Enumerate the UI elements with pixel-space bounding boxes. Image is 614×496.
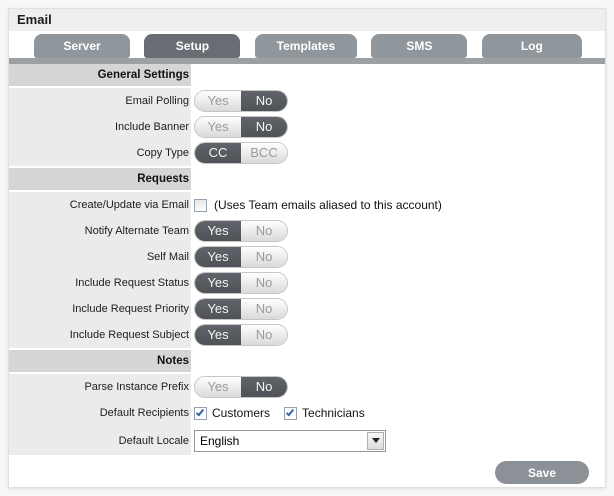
row-self-mail: Self Mail Yes No (9, 244, 605, 270)
toggle-no-button[interactable]: No (241, 299, 287, 319)
default-locale-select[interactable]: English (194, 429, 386, 452)
select-value: English (200, 433, 240, 448)
copy-type-toggle: CC BCC (194, 142, 288, 164)
section-general-settings: General Settings (9, 64, 605, 86)
toggle-yes-button[interactable]: Yes (195, 117, 241, 137)
toggle-no-button[interactable]: No (241, 273, 287, 293)
field-label: Notify Alternate Team (84, 225, 189, 237)
tab-setup[interactable]: Setup (144, 34, 241, 58)
check-icon (285, 407, 295, 416)
check-icon (195, 407, 205, 416)
technicians-checkbox-label: Technicians (302, 406, 365, 420)
field-label: Parse Instance Prefix (84, 381, 189, 393)
field-label: Default Recipients (99, 407, 189, 419)
section-notes: Notes (9, 350, 605, 372)
row-default-locale: Default Locale English (9, 426, 605, 455)
page-title: Email (9, 9, 605, 31)
email-polling-toggle: Yes No (194, 90, 288, 112)
create-update-checkbox[interactable] (194, 198, 207, 212)
include-request-priority-toggle: Yes No (194, 298, 288, 320)
toggle-cc-button[interactable]: CC (195, 143, 241, 163)
tab-log[interactable]: Log (481, 34, 582, 58)
row-include-banner: Include Banner Yes No (9, 114, 605, 140)
chevron-down-icon (371, 438, 380, 443)
field-label: Include Banner (115, 121, 189, 133)
tab-strip-divider (9, 58, 605, 64)
field-label: Email Polling (125, 95, 189, 107)
row-email-polling: Email Polling Yes No (9, 88, 605, 114)
customers-checkbox-label: Customers (212, 406, 271, 420)
include-banner-toggle: Yes No (194, 116, 288, 138)
field-label: Include Request Priority (72, 303, 189, 315)
row-default-recipients: Default Recipients Customers Technicians (9, 400, 605, 426)
section-header: Notes (157, 355, 189, 367)
toggle-bcc-button[interactable]: BCC (241, 143, 287, 163)
section-header: Requests (137, 173, 189, 185)
toggle-yes-button[interactable]: Yes (195, 273, 241, 293)
include-request-status-toggle: Yes No (194, 272, 288, 294)
field-label: Copy Type (136, 147, 189, 159)
self-mail-toggle: Yes No (194, 246, 288, 268)
row-include-request-subject: Include Request Subject Yes No (9, 322, 605, 348)
row-parse-instance-prefix: Parse Instance Prefix Yes No (9, 374, 605, 400)
toggle-no-button[interactable]: No (241, 247, 287, 267)
field-label: Default Locale (118, 434, 189, 447)
tab-server[interactable]: Server (34, 34, 130, 58)
include-request-subject-toggle: Yes No (194, 324, 288, 346)
field-label: Self Mail (146, 251, 189, 263)
toggle-yes-button[interactable]: Yes (195, 325, 241, 345)
notify-alternate-team-toggle: Yes No (194, 220, 288, 242)
row-notify-alternate-team: Notify Alternate Team Yes No (9, 218, 605, 244)
save-row: Save (9, 455, 605, 487)
tab-sms[interactable]: SMS (371, 34, 468, 58)
parse-instance-prefix-toggle: Yes No (194, 376, 288, 398)
toggle-yes-button[interactable]: Yes (195, 299, 241, 319)
row-copy-type: Copy Type CC BCC (9, 140, 605, 166)
field-label: Create/Update via Email (69, 199, 189, 211)
toggle-no-button[interactable]: No (241, 91, 287, 111)
toggle-no-button[interactable]: No (241, 117, 287, 137)
toggle-yes-button[interactable]: Yes (195, 221, 241, 241)
tab-bar: Server Setup Templates SMS Log (9, 31, 605, 58)
email-settings-panel: Email Server Setup Templates SMS Log Gen… (8, 8, 606, 488)
toggle-yes-button[interactable]: Yes (195, 377, 241, 397)
technicians-checkbox[interactable] (284, 406, 298, 420)
dropdown-arrow-button[interactable] (367, 431, 384, 450)
toggle-no-button[interactable]: No (241, 325, 287, 345)
checkbox-note: (Uses Team emails aliased to this accoun… (214, 198, 442, 212)
row-create-update-via-email: Create/Update via Email (Uses Team email… (9, 192, 605, 218)
customers-checkbox[interactable] (194, 406, 207, 420)
row-include-request-priority: Include Request Priority Yes No (9, 296, 605, 322)
save-button[interactable]: Save (495, 461, 589, 484)
section-header: General Settings (97, 69, 189, 81)
toggle-no-button[interactable]: No (241, 377, 287, 397)
field-label: Include Request Subject (69, 329, 189, 341)
toggle-yes-button[interactable]: Yes (195, 247, 241, 267)
toggle-no-button[interactable]: No (241, 221, 287, 241)
toggle-yes-button[interactable]: Yes (195, 91, 241, 111)
row-include-request-status: Include Request Status Yes No (9, 270, 605, 296)
section-requests: Requests (9, 168, 605, 190)
field-label: Include Request Status (75, 277, 189, 289)
tab-templates[interactable]: Templates (254, 34, 357, 58)
